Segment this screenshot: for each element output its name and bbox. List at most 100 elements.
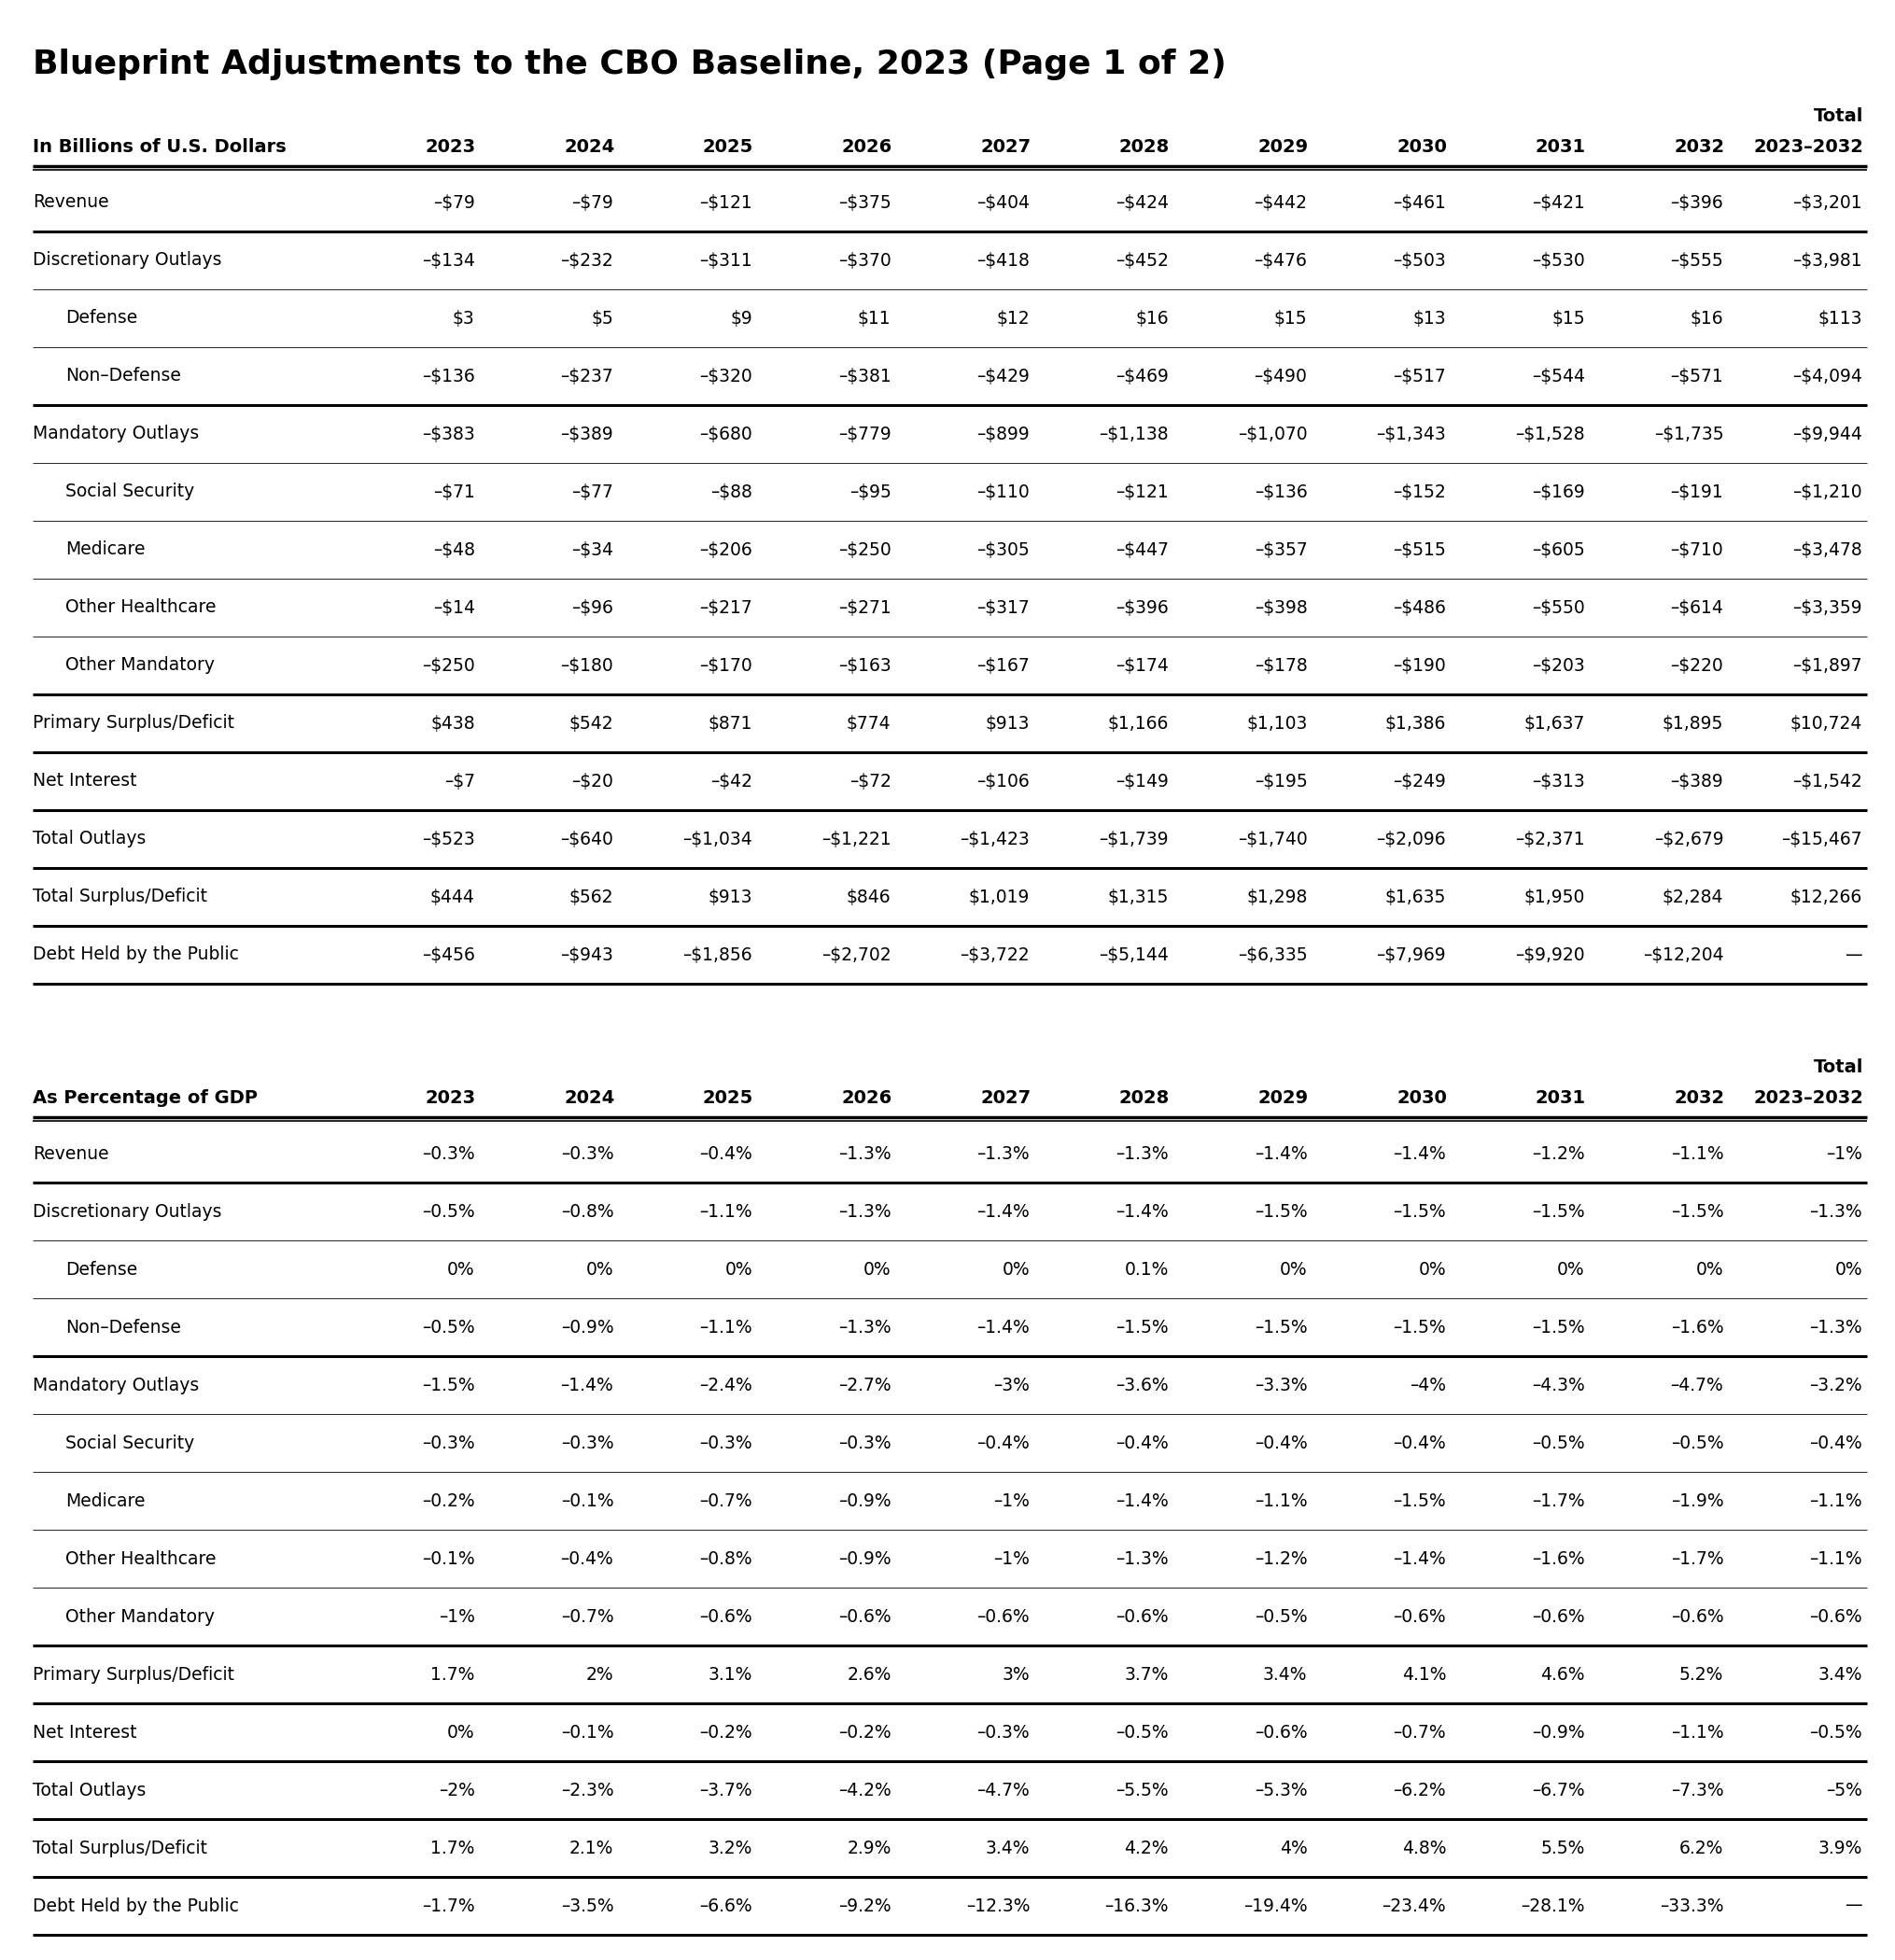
Text: 2032: 2032 <box>1673 1090 1724 1107</box>
Text: —: — <box>1846 947 1863 964</box>
Text: –$452: –$452 <box>1116 251 1169 269</box>
Text: –$134: –$134 <box>423 251 476 269</box>
Text: –$110: –$110 <box>976 482 1029 500</box>
Text: –$191: –$191 <box>1671 482 1724 500</box>
Text: Social Security: Social Security <box>64 1435 195 1452</box>
Text: Net Interest: Net Interest <box>32 1723 136 1740</box>
Text: –1.5%: –1.5% <box>1254 1319 1308 1337</box>
Text: 0%: 0% <box>864 1260 891 1278</box>
Text: 2%: 2% <box>586 1666 614 1684</box>
Text: –$2,702: –$2,702 <box>821 947 891 964</box>
Text: Revenue: Revenue <box>32 1145 108 1162</box>
Text: –$469: –$469 <box>1116 367 1169 384</box>
Text: Mandatory Outlays: Mandatory Outlays <box>32 1376 199 1394</box>
Text: –1.3%: –1.3% <box>838 1145 891 1162</box>
Text: –$1,542: –$1,542 <box>1793 772 1863 790</box>
Text: $913: $913 <box>985 715 1029 733</box>
Text: –$136: –$136 <box>1254 482 1308 500</box>
Text: –$203: –$203 <box>1531 657 1584 674</box>
Text: –9.2%: –9.2% <box>838 1897 891 1915</box>
Text: –$95: –$95 <box>849 482 891 500</box>
Text: –1.4%: –1.4% <box>1254 1145 1308 1162</box>
Text: 0%: 0% <box>1834 1260 1863 1278</box>
Text: –0.6%: –0.6% <box>1116 1607 1169 1625</box>
Text: –$456: –$456 <box>423 947 476 964</box>
Text: Defense: Defense <box>64 1260 138 1278</box>
Text: 2027: 2027 <box>980 1090 1031 1107</box>
Text: $1,103: $1,103 <box>1247 715 1308 733</box>
Text: –33.3%: –33.3% <box>1660 1897 1724 1915</box>
Text: –0.3%: –0.3% <box>838 1435 891 1452</box>
Text: –1%: –1% <box>438 1607 476 1625</box>
Text: 4%: 4% <box>1279 1838 1308 1856</box>
Text: 4.1%: 4.1% <box>1402 1666 1446 1684</box>
Text: –$72: –$72 <box>849 772 891 790</box>
Text: –0.3%: –0.3% <box>978 1723 1029 1740</box>
Text: $1,166: $1,166 <box>1107 715 1169 733</box>
Text: –4.2%: –4.2% <box>838 1782 891 1799</box>
Text: –0.8%: –0.8% <box>699 1550 752 1568</box>
Text: –23.4%: –23.4% <box>1381 1897 1446 1915</box>
Text: 0.1%: 0.1% <box>1124 1260 1169 1278</box>
Text: 3%: 3% <box>1002 1666 1029 1684</box>
Text: –0.5%: –0.5% <box>1810 1723 1863 1740</box>
Text: –0.1%: –0.1% <box>561 1492 614 1509</box>
Text: $1,298: $1,298 <box>1247 888 1308 906</box>
Text: –2%: –2% <box>438 1782 476 1799</box>
Text: Total Outlays: Total Outlays <box>32 1782 146 1799</box>
Text: –$571: –$571 <box>1671 367 1724 384</box>
Text: Discretionary Outlays: Discretionary Outlays <box>32 1203 222 1221</box>
Text: –$136: –$136 <box>423 367 476 384</box>
Text: $16: $16 <box>1135 310 1169 327</box>
Text: –0.2%: –0.2% <box>423 1492 476 1509</box>
Text: –0.9%: –0.9% <box>838 1492 891 1509</box>
Text: –$250: –$250 <box>838 541 891 559</box>
Text: $1,386: $1,386 <box>1385 715 1446 733</box>
Text: –1%: –1% <box>993 1492 1029 1509</box>
Text: $3: $3 <box>453 310 476 327</box>
Text: –1.4%: –1.4% <box>1393 1145 1446 1162</box>
Text: –1.6%: –1.6% <box>1531 1550 1584 1568</box>
Text: –$1,343: –$1,343 <box>1376 425 1446 443</box>
Text: –1.3%: –1.3% <box>838 1319 891 1337</box>
Text: 2025: 2025 <box>703 137 752 157</box>
Text: –$680: –$680 <box>699 425 752 443</box>
Text: –$237: –$237 <box>561 367 614 384</box>
Text: $1,315: $1,315 <box>1107 888 1169 906</box>
Text: –$250: –$250 <box>423 657 476 674</box>
Text: –0.2%: –0.2% <box>838 1723 891 1740</box>
Text: –$4,094: –$4,094 <box>1793 367 1863 384</box>
Text: –$48: –$48 <box>432 541 476 559</box>
Text: –12.3%: –12.3% <box>966 1897 1029 1915</box>
Text: –3.6%: –3.6% <box>1116 1376 1169 1394</box>
Text: 0%: 0% <box>586 1260 614 1278</box>
Text: –0.3%: –0.3% <box>423 1435 476 1452</box>
Text: –1.4%: –1.4% <box>1116 1203 1169 1221</box>
Text: –1.5%: –1.5% <box>1671 1203 1724 1221</box>
Text: –$357: –$357 <box>1254 541 1308 559</box>
Text: –0.6%: –0.6% <box>1393 1607 1446 1625</box>
Text: 0%: 0% <box>1558 1260 1584 1278</box>
Text: –0.5%: –0.5% <box>1254 1607 1308 1625</box>
Text: –1.4%: –1.4% <box>561 1376 614 1394</box>
Text: –$2,096: –$2,096 <box>1376 831 1446 849</box>
Text: –1.1%: –1.1% <box>1254 1492 1308 1509</box>
Text: –$121: –$121 <box>699 194 752 212</box>
Text: –$88: –$88 <box>711 482 752 500</box>
Text: –$96: –$96 <box>572 598 614 617</box>
Text: –4%: –4% <box>1410 1376 1446 1394</box>
Text: –$9,944: –$9,944 <box>1793 425 1863 443</box>
Text: –$305: –$305 <box>976 541 1029 559</box>
Text: $542: $542 <box>568 715 614 733</box>
Text: –1.1%: –1.1% <box>1810 1550 1863 1568</box>
Text: –2.7%: –2.7% <box>838 1376 891 1394</box>
Text: $774: $774 <box>847 715 891 733</box>
Text: 2028: 2028 <box>1118 1090 1169 1107</box>
Text: 2026: 2026 <box>841 1090 893 1107</box>
Text: –$530: –$530 <box>1531 251 1584 269</box>
Text: $1,637: $1,637 <box>1524 715 1584 733</box>
Text: $11: $11 <box>858 310 891 327</box>
Text: –$169: –$169 <box>1531 482 1584 500</box>
Text: 0%: 0% <box>1279 1260 1308 1278</box>
Text: –$779: –$779 <box>838 425 891 443</box>
